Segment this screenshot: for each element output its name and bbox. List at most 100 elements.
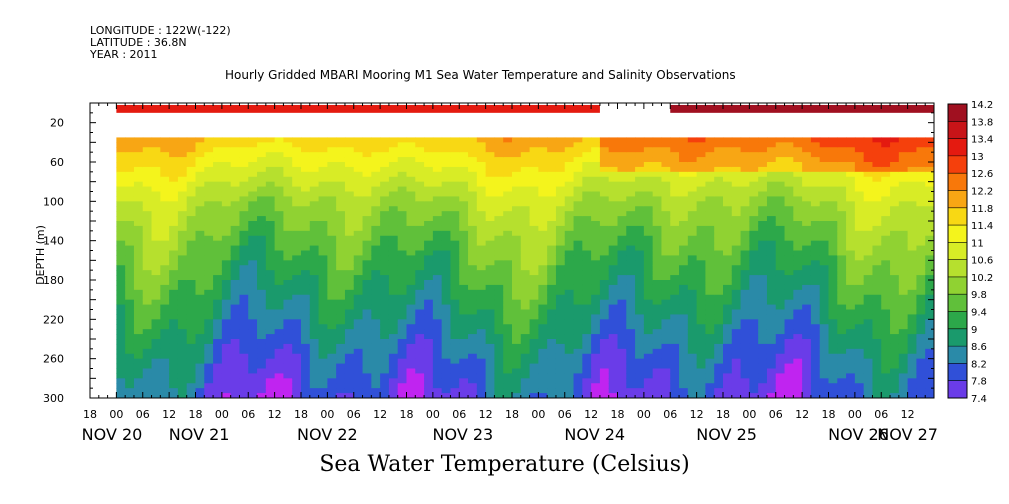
field-cell (283, 225, 293, 232)
field-cell (881, 186, 891, 193)
field-cell (397, 383, 408, 389)
field-cell (327, 270, 337, 276)
field-cell (925, 373, 934, 379)
field-cell (881, 329, 891, 335)
field-cell (239, 206, 249, 212)
field-cell (547, 378, 557, 384)
field-cell (248, 368, 258, 375)
field-cell (441, 211, 452, 217)
field-cell (388, 260, 399, 266)
field-cell (213, 201, 223, 207)
field-cell (564, 250, 575, 257)
field-cell (916, 166, 926, 173)
field-cell (362, 152, 372, 158)
field-cell (362, 260, 372, 266)
field-cell (617, 225, 627, 232)
field-cell (248, 137, 258, 143)
field-cell (916, 275, 926, 281)
field-cell (160, 275, 170, 281)
y-tick-label: 100 (43, 195, 64, 208)
field-cell (626, 181, 636, 188)
field-cell (784, 166, 794, 173)
field-cell (731, 260, 742, 266)
field-cell (415, 240, 425, 247)
field-cell (881, 206, 891, 212)
field-cell (520, 294, 531, 301)
field-cell (309, 157, 320, 163)
field-cell (344, 383, 355, 389)
field-cell (248, 363, 258, 370)
field-cell (643, 289, 654, 296)
field-cell (309, 255, 320, 261)
field-cell (177, 142, 188, 148)
field-cell (283, 250, 293, 257)
field-cell (116, 260, 126, 266)
field-cell (890, 171, 900, 178)
field-cell (819, 319, 830, 325)
field-cell (564, 334, 575, 340)
field-cell (512, 221, 522, 227)
field-cell (810, 270, 821, 276)
field-cell (854, 196, 865, 202)
field-cell (652, 378, 663, 384)
field-cell (872, 157, 882, 163)
field-cell (318, 211, 328, 217)
field-cell (344, 373, 355, 379)
field-cell (133, 240, 144, 247)
field-cell (257, 319, 267, 325)
field-cell (696, 157, 707, 163)
field-cell (239, 216, 249, 222)
field-cell (872, 304, 882, 311)
field-cell (679, 393, 689, 398)
field-cell (793, 388, 803, 394)
field-cell (599, 191, 610, 198)
field-cell (723, 309, 733, 316)
field-cell (301, 196, 311, 202)
field-cell (362, 162, 372, 168)
x-tick-label: 12 (901, 408, 915, 421)
field-cell (309, 373, 320, 379)
field-cell (221, 191, 232, 198)
field-cell (186, 137, 197, 143)
field-cell (775, 368, 786, 375)
field-cell (881, 216, 891, 222)
field-cell (643, 393, 654, 398)
field-cell (846, 191, 856, 198)
field-cell (520, 343, 531, 350)
field-cell (380, 373, 390, 379)
field-cell (828, 368, 838, 375)
field-cell (397, 353, 408, 360)
field-cell (371, 309, 381, 316)
field-cell (802, 275, 812, 281)
field-cell (608, 147, 619, 153)
field-cell (793, 363, 803, 370)
field-cell (406, 343, 416, 350)
field-cell (116, 186, 126, 193)
field-cell (371, 324, 381, 330)
field-cell (406, 294, 416, 301)
field-cell (380, 378, 390, 384)
field-cell (274, 319, 285, 325)
field-cell (555, 152, 566, 158)
field-cell (344, 201, 355, 207)
field-cell (907, 314, 918, 320)
field-cell (679, 260, 689, 266)
field-cell (599, 152, 610, 158)
field-cell (819, 368, 830, 375)
field-cell (599, 186, 610, 193)
field-cell (872, 280, 882, 286)
field-cell (512, 157, 522, 163)
field-cell (564, 343, 575, 350)
field-cell (696, 245, 707, 252)
field-cell (863, 255, 874, 261)
field-cell (292, 265, 302, 271)
field-cell (292, 186, 302, 193)
field-cell (591, 358, 601, 365)
field-cell (432, 255, 443, 261)
field-cell (547, 363, 557, 370)
field-cell (186, 147, 197, 153)
field-cell (714, 314, 724, 320)
field-cell (670, 176, 680, 183)
field-cell (696, 309, 707, 316)
field-cell (371, 142, 381, 148)
